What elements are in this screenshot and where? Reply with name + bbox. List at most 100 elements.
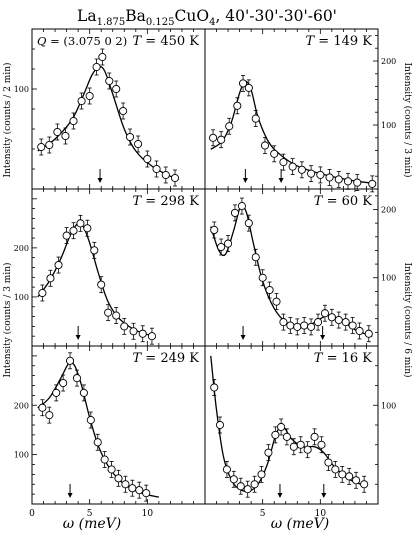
right-3-data-point (277, 422, 286, 432)
left-3-data-point (79, 388, 88, 397)
left-2-fit-line (37, 222, 154, 337)
left-1-frame (31, 28, 206, 190)
right-2-data-point (307, 322, 316, 331)
right-3-x-tick-label: 10 (315, 509, 327, 519)
left-2-data-point (69, 226, 78, 235)
left-1-temperature-label: T = 450 K (133, 34, 200, 49)
left-1-data-point (112, 84, 121, 94)
left-2-temperature-value: = 298 K (141, 194, 199, 209)
right-1-temperature-label: T = 149 K (306, 34, 373, 49)
right-3-data-point (222, 465, 231, 474)
left-2-y-tick-label: 200 (14, 244, 29, 253)
left-2-arrow-head (75, 335, 81, 340)
left-2-data-point (46, 274, 55, 283)
right-3-temperature-symbol: T (314, 351, 324, 366)
right-3-arrow-head (277, 493, 283, 498)
left-3-data-point (142, 489, 151, 498)
left-1-data-point (161, 170, 170, 180)
left-3-data-point (52, 388, 61, 397)
right-2-data-point (341, 318, 350, 327)
right-2-fit-line (210, 204, 373, 338)
x-axis-label-right: ω (meV) (271, 516, 329, 532)
right-3-data-point (331, 465, 340, 474)
right-3-data-point (282, 432, 291, 441)
left-3-y-tick-label: 100 (14, 451, 29, 460)
right-3-data-point (264, 448, 273, 457)
left-1-data-point (152, 164, 161, 174)
figure-title: La1.875Ba0.125CuO4, 40'-30'-30'-60' (77, 7, 337, 28)
right-2-data-point (364, 329, 373, 338)
right-3-data-point (250, 480, 259, 489)
right-1-data-point (334, 175, 343, 184)
right-2-data-point (327, 313, 336, 322)
right-1-temperature-symbol: T (306, 34, 316, 49)
right-1-data-point (233, 101, 242, 110)
left-2-data-point (97, 280, 106, 289)
right-3-data-point (345, 472, 354, 481)
right-3-data-point (289, 442, 298, 451)
left-1-data-point (143, 154, 152, 164)
right-1-data-point (279, 158, 288, 167)
left-3-temperature-symbol: T (133, 351, 143, 366)
left-1-data-point (85, 91, 94, 101)
left-3-y-tick-label: 200 (14, 401, 29, 410)
left-3-data-point (121, 480, 130, 489)
left-ylabel-bottom: Intensity (counts / 3 min) (2, 262, 13, 377)
right-3-data-point (317, 440, 326, 449)
left-1-data-point (98, 52, 107, 62)
left-3-data-point (100, 455, 109, 464)
right-1-arrow-head (242, 178, 248, 183)
right-2-data-point (300, 321, 309, 330)
right-2-data-point (279, 318, 288, 327)
left-1-temperature-value: = 450 K (141, 34, 199, 49)
left-1-data-point (134, 139, 143, 149)
right-2-temperature-value: = 60 K (322, 194, 372, 209)
right-3-temperature-value: = 16 K (322, 351, 372, 366)
q-label: Q = (3.075 0 2) (37, 34, 127, 48)
right-2-data-point (293, 322, 302, 331)
left-1-data-point (69, 116, 78, 126)
right-3-data-point (210, 383, 219, 392)
left-1-data-point (61, 131, 70, 141)
left-2-temperature-label: T = 298 K (133, 194, 200, 209)
left-3-fit-line (37, 361, 160, 498)
right-2-data-point (230, 208, 240, 217)
left-3-data-point (93, 438, 102, 447)
right-1-data-point (316, 170, 325, 179)
left-ylabel-top: Intensity (counts / 2 min) (2, 62, 13, 177)
left-3-data-point (86, 416, 95, 425)
left-3-temperature-label: T = 249 K (133, 351, 200, 366)
left-3-x-tick-label: 0 (29, 509, 35, 519)
left-1-data-point (125, 132, 135, 142)
right-2-data-point (210, 225, 219, 235)
left-2-data-point (147, 332, 156, 341)
right-2-arrow-head (320, 335, 326, 340)
right-1-data-point (244, 83, 253, 92)
left-2-data-point (38, 288, 47, 298)
right-1-data-point (239, 79, 248, 88)
right-2-data-point (334, 316, 343, 325)
q-symbol: Q (37, 34, 47, 48)
left-3-data-point (59, 378, 68, 388)
left-3-data-point (72, 374, 82, 383)
right-1-data-point (225, 122, 234, 131)
left-2-data-point (90, 246, 99, 255)
left-3-x-tick-label: 5 (87, 509, 93, 519)
right-2-y-tick-label: 100 (381, 274, 396, 283)
right-3-data-point (229, 475, 238, 484)
right-3-data-point (215, 420, 225, 430)
left-2-data-point (138, 329, 147, 338)
right-3-data-point (236, 482, 245, 491)
left-3-temperature-value: = 249 K (141, 351, 199, 366)
right-1-data-point (325, 173, 334, 182)
right-1-data-point (217, 135, 226, 144)
right-2-data-point (237, 202, 246, 211)
right-1-data-point (297, 165, 306, 174)
right-3-data-point (310, 432, 319, 441)
right-ylabel-top: Intensity (counts / 3 min) (402, 62, 413, 177)
left-3-data-point (66, 356, 75, 365)
left-1-data-point (119, 106, 128, 116)
right-2-data-point (217, 242, 226, 252)
right-2-data-point (313, 318, 323, 327)
